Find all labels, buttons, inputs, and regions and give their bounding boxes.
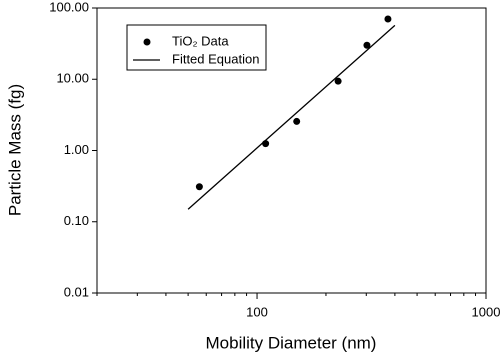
y-tick-label: 1.00 [64,142,89,157]
y-tick-label: 0.01 [64,284,89,299]
legend-box [126,24,267,71]
legend-label: Fitted Equation [172,51,259,66]
y-tick-label: 10.00 [56,71,89,86]
y-axis-label: Particle Mass (fg) [5,84,24,216]
fit-line [187,24,396,210]
data-point [384,15,392,23]
legend-label: TiO₂ Data [172,33,229,48]
data-point [363,41,371,49]
data-point [293,117,301,125]
y-tick-label: 0.10 [64,213,89,228]
x-tick-label: 1000 [472,304,500,319]
x-tick-label: 100 [246,304,268,319]
data-point [334,77,342,85]
x-axis-label: Mobility Diameter (nm) [206,333,377,352]
y-tick-label: 100.00 [49,0,89,14]
data-point [195,183,203,191]
legend-marker [143,38,151,46]
